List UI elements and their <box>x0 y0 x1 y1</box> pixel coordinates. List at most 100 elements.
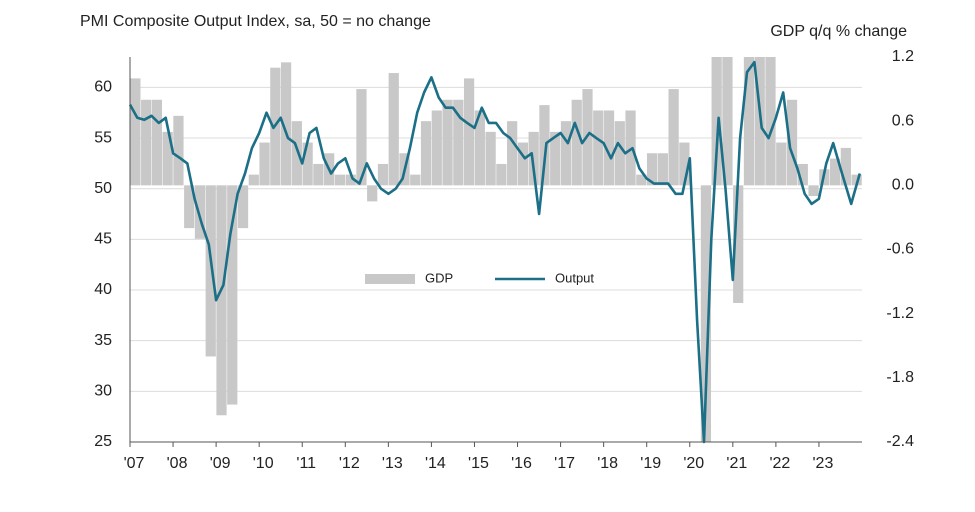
bar <box>216 185 227 416</box>
y-tick-label: 30 <box>94 383 112 400</box>
y2-tick-label: 1.2 <box>892 48 914 65</box>
bar <box>248 174 259 186</box>
y2-axis-title: GDP q/q % change <box>770 23 907 40</box>
bar <box>625 110 636 186</box>
x-tick-label: '17 <box>554 455 575 472</box>
bar <box>560 121 572 186</box>
bar <box>356 89 367 186</box>
bar <box>657 153 668 186</box>
bar <box>130 78 141 186</box>
bar <box>431 110 442 186</box>
bar <box>797 163 808 186</box>
y2-tick-label: -1.2 <box>886 305 914 322</box>
x-tick-label: '08 <box>167 455 188 472</box>
bar <box>808 185 819 197</box>
x-tick-label: '15 <box>468 455 489 472</box>
y-tick-label: 50 <box>94 180 112 197</box>
bar <box>237 185 249 229</box>
bar <box>485 131 496 186</box>
x-tick-label: '10 <box>253 455 274 472</box>
bar <box>173 115 184 186</box>
x-tick-label: '19 <box>640 455 661 472</box>
bar <box>614 121 625 186</box>
y2-tick-label: -2.4 <box>886 433 914 450</box>
y-tick-label: 45 <box>94 231 112 248</box>
bar <box>571 99 582 186</box>
bar <box>517 142 529 186</box>
y2-tick-label: -0.6 <box>886 241 914 258</box>
bar <box>786 99 798 186</box>
bar <box>722 57 733 186</box>
line <box>128 60 862 444</box>
x-tick-label: '20 <box>683 455 704 472</box>
bar <box>829 158 841 186</box>
bar <box>162 131 173 186</box>
bar <box>345 174 356 186</box>
bar <box>507 121 518 186</box>
bar <box>679 142 690 186</box>
bar <box>227 185 238 405</box>
bar <box>420 121 432 186</box>
bar <box>668 89 679 186</box>
bar <box>291 121 302 186</box>
bar <box>302 142 313 186</box>
legend-label: GDP <box>425 270 453 285</box>
x-tick-label: '18 <box>597 455 618 472</box>
bar <box>367 185 378 202</box>
x-tick-label: '22 <box>769 455 790 472</box>
bar <box>194 185 206 239</box>
bar <box>539 105 550 186</box>
bar <box>593 110 604 186</box>
bar <box>840 147 851 186</box>
bar <box>453 99 464 186</box>
bar <box>205 185 216 357</box>
y2-tick-label: 0.6 <box>892 112 914 129</box>
bar <box>550 131 561 186</box>
x-tick-label: '09 <box>210 455 231 472</box>
x-tick-label: '13 <box>382 455 403 472</box>
bar <box>313 163 324 186</box>
bar <box>280 62 292 186</box>
x-tick-label: '14 <box>425 455 446 472</box>
bar <box>711 57 722 186</box>
bar <box>141 99 152 186</box>
y-tick-label: 35 <box>94 332 112 349</box>
bar <box>765 57 776 186</box>
bar <box>700 185 712 443</box>
y-tick-label: 60 <box>94 79 112 96</box>
y2-tick-label: -1.8 <box>886 369 914 386</box>
x-tick-label: '16 <box>511 455 532 472</box>
bar <box>743 57 755 186</box>
bar <box>646 153 658 186</box>
y-tick-label: 55 <box>94 129 112 146</box>
bar <box>184 185 195 229</box>
bar <box>334 174 346 186</box>
bar <box>636 174 647 186</box>
legend-label: Output <box>555 270 594 285</box>
legend-swatch <box>365 274 415 284</box>
bar <box>463 78 475 186</box>
bar <box>528 131 539 186</box>
lines <box>128 60 862 444</box>
bar <box>259 142 270 186</box>
y2-tick-label: 0.0 <box>892 177 914 194</box>
bar <box>496 163 507 186</box>
axes: 25 30 35 40 45 50 55 60 -2.4 -1.8 -1.2 -0.6 0.0 0.6 1.… <box>94 48 914 472</box>
x-tick-label: '11 <box>296 455 316 472</box>
bars <box>130 57 862 443</box>
x-tick-label: '21 <box>726 455 747 472</box>
bar <box>733 185 744 303</box>
bar <box>410 174 421 186</box>
bar <box>474 110 485 186</box>
x-tick-label: '07 <box>124 455 145 472</box>
grid <box>130 86 862 443</box>
x-tick-label: '12 <box>339 455 360 472</box>
bar <box>388 73 399 186</box>
x-tick-label: '23 <box>813 455 834 472</box>
chart-title: PMI Composite Output Index, sa, 50 = no … <box>80 13 431 30</box>
bar <box>377 163 389 186</box>
bar <box>776 142 787 186</box>
y-tick-label: 25 <box>94 433 112 450</box>
bar <box>442 99 453 186</box>
